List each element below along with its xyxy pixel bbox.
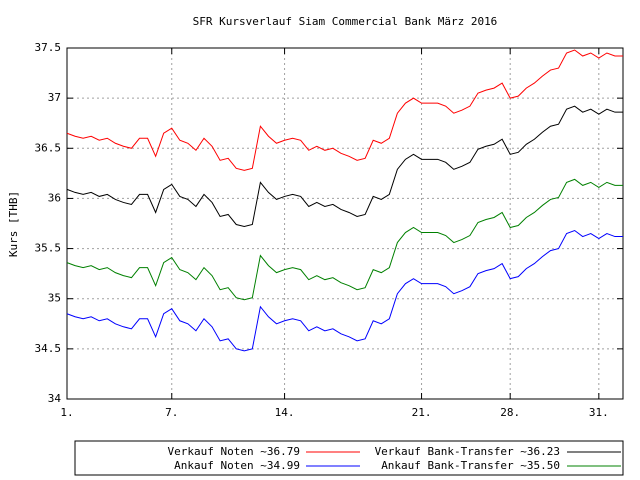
y-tick-label: 34 xyxy=(48,392,62,405)
x-tick-label: 28. xyxy=(500,406,520,419)
legend-label: Verkauf Bank-Transfer ~36.23 xyxy=(375,445,560,458)
legend-box xyxy=(74,440,624,476)
plot-frame xyxy=(66,47,624,400)
x-tick-label: 7. xyxy=(165,406,178,419)
x-tick-label: 31. xyxy=(589,406,609,419)
x-tick-label: 21. xyxy=(412,406,432,419)
legend-label: Ankauf Noten ~34.99 xyxy=(174,459,300,472)
y-tick-label: 35.5 xyxy=(35,242,62,255)
y-axis-label: Kurs [THB] xyxy=(7,191,20,257)
chart-title: SFR Kursverlauf Siam Commercial Bank Mär… xyxy=(193,15,498,28)
y-tick-label: 36 xyxy=(48,191,61,204)
y-tick-label: 37.5 xyxy=(35,41,62,54)
y-tick-label: 37 xyxy=(48,91,61,104)
legend-label: Verkauf Noten ~36.79 xyxy=(168,445,300,458)
y-tick-label: 36.5 xyxy=(35,141,62,154)
data-line xyxy=(66,105,623,228)
x-tick-label: 14. xyxy=(275,406,295,419)
data-line xyxy=(66,178,623,301)
legend-label: Ankauf Bank-Transfer ~35.50 xyxy=(381,459,560,472)
x-tick-label: 1. xyxy=(60,406,73,419)
data-line xyxy=(66,49,623,171)
y-tick-label: 34.5 xyxy=(35,342,62,355)
data-line xyxy=(66,229,623,352)
y-tick-label: 35 xyxy=(48,292,61,305)
